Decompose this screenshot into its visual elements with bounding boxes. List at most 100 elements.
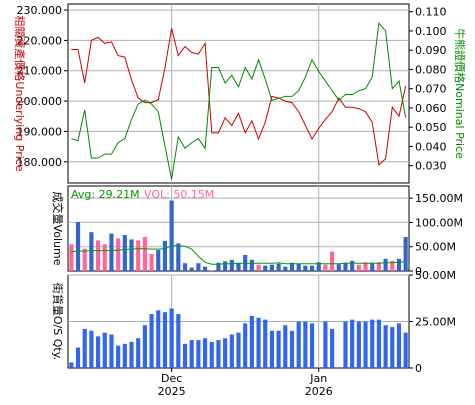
outstanding-bar (276, 330, 281, 368)
volume-bar (82, 248, 87, 271)
volume-bar (323, 264, 328, 271)
volume-bar (316, 262, 321, 271)
volume-bar (89, 232, 94, 271)
volume-latest-label: VOL: 50.15M (144, 188, 214, 201)
outstanding-bar (243, 323, 248, 368)
volume-bar (142, 237, 147, 271)
volume-bar (96, 240, 101, 271)
volume-bar (303, 265, 308, 271)
outstanding-bar (162, 312, 168, 368)
volume-bar (376, 262, 381, 271)
outstanding-bar (263, 319, 268, 368)
volume-bar (256, 264, 261, 271)
outstanding-bar (343, 321, 348, 368)
volume-bar (196, 263, 201, 271)
volume-tick-label: 50.00M (415, 241, 456, 254)
outstanding-bar (249, 315, 254, 368)
y-right-tick-label: 0.110 (415, 6, 447, 19)
volume-bar (116, 238, 121, 271)
y-right-tick-label: 0.030 (415, 160, 447, 173)
volume-bar (350, 260, 355, 271)
y-left-tick-label: 200.000 (17, 95, 63, 108)
outstanding-bar (182, 343, 188, 368)
volume-bar (370, 262, 375, 271)
outstanding-bar (356, 321, 361, 368)
outstanding-bar (142, 325, 147, 368)
outstanding-bar (176, 314, 181, 368)
volume-bar (176, 243, 181, 271)
y-right-axis-title: 牛熊證價格Nominal Price (453, 28, 467, 159)
y-left-tick-label: 220.000 (17, 34, 63, 47)
volume-bar (129, 239, 134, 271)
y-left-axis-title: 相關資產價格Underlying Price (13, 15, 27, 171)
volume-tick-label: 0 (415, 265, 422, 278)
outstanding-bar (169, 308, 174, 368)
outstanding-bar (269, 330, 275, 368)
x-tick-label-year: 2026 (305, 385, 333, 398)
volume-bar (229, 259, 234, 271)
volume-tick-label: 150.00M (415, 192, 463, 205)
volume-bar (309, 265, 315, 271)
volume-bar (276, 263, 281, 271)
underlying-price-line (71, 28, 407, 166)
outstanding-bar (223, 338, 228, 368)
volume-bar (182, 263, 188, 271)
volume-bar (283, 266, 288, 271)
outstanding-bar (149, 314, 154, 368)
outstanding-bar (129, 341, 134, 368)
outstanding-bar (236, 332, 241, 368)
outstanding-bar (69, 362, 74, 368)
os-tick-label: 25.00M (415, 316, 456, 329)
volume-bar (263, 265, 268, 271)
y-right-tick-label: 0.090 (415, 44, 447, 57)
volume-bar (249, 259, 254, 271)
volume-bar (390, 260, 395, 271)
outstanding-bar (396, 323, 402, 368)
volume-bar (236, 263, 241, 271)
volume-bar (269, 264, 275, 271)
outstanding-bar (330, 328, 335, 368)
volume-bar (209, 270, 214, 272)
outstanding-bar (109, 334, 114, 368)
outstanding-bar (229, 334, 234, 368)
volume-axis-title: 成交量Volume (51, 192, 65, 266)
outstanding-bar (363, 321, 368, 368)
volume-bar (336, 264, 341, 271)
volume-bar (136, 240, 141, 271)
y-right-tick-label: 0.050 (415, 121, 447, 134)
outstanding-bar (196, 340, 201, 368)
outstanding-bar (256, 317, 261, 368)
outstanding-bar (156, 310, 161, 368)
y-left-tick-label: 230.000 (17, 4, 63, 17)
os-tick-label: 0 (415, 362, 422, 375)
outstanding-bar (202, 338, 208, 368)
outstanding-bar (323, 321, 328, 368)
volume-bar (343, 262, 348, 271)
x-tick-label-month: Jan (309, 372, 327, 385)
volume-bar (403, 237, 408, 271)
volume-bar (296, 263, 301, 271)
outstanding-bar (96, 336, 101, 368)
volume-bar (289, 262, 295, 271)
outstanding-bar (403, 332, 408, 368)
outstanding-bar (136, 338, 141, 368)
outstanding-axis-title: 街貨量O/S Qty. (51, 283, 65, 360)
volume-bar (202, 266, 208, 271)
volume-bar (363, 262, 368, 271)
volume-bar (69, 244, 74, 271)
volume-bar (396, 258, 402, 271)
volume-bar (189, 267, 194, 271)
outstanding-bar (376, 319, 381, 368)
volume-bar (102, 244, 107, 271)
volume-average-label: Avg: 29.21M (71, 188, 140, 201)
outstanding-bar (122, 343, 127, 368)
outstanding-bar (370, 319, 375, 368)
volume-bar (149, 254, 154, 271)
outstanding-bar (209, 341, 214, 368)
y-left-tick-label: 210.000 (17, 65, 63, 78)
nominal-price-line (71, 22, 407, 180)
outstanding-bar (296, 321, 301, 368)
volume-bar (356, 264, 361, 271)
